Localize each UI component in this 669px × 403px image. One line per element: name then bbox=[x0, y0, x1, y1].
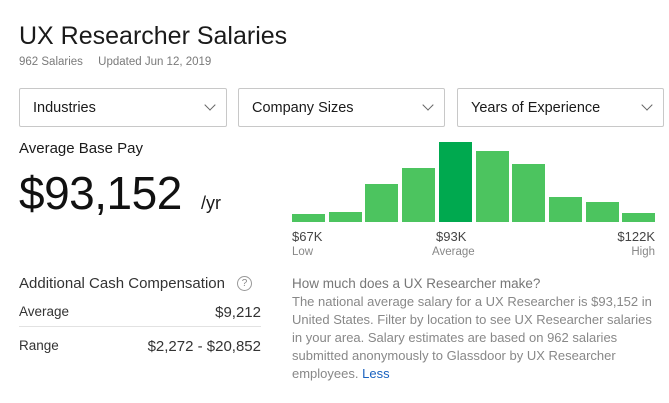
histogram-bar bbox=[585, 202, 619, 222]
tick-label-high: $122K bbox=[617, 229, 655, 244]
average-base-pay-label: Average Base Pay bbox=[19, 140, 143, 157]
tick-caption-high: High bbox=[631, 246, 655, 258]
histogram-bar bbox=[512, 164, 546, 222]
pay-unit: /yr bbox=[201, 193, 221, 213]
page-meta: 962 Salaries Updated Jun 12, 2019 bbox=[19, 56, 211, 68]
divider bbox=[19, 326, 261, 327]
range-label: Range bbox=[19, 338, 59, 353]
company-sizes-dropdown[interactable]: Company Sizes bbox=[238, 88, 445, 127]
range-value: $2,272 - $20,852 bbox=[147, 338, 261, 355]
additional-cash-average-row: Average $9,212 bbox=[19, 304, 261, 321]
chevron-down-icon bbox=[204, 99, 216, 111]
years-experience-dropdown[interactable]: Years of Experience bbox=[457, 88, 664, 127]
histogram-bar bbox=[365, 183, 399, 222]
additional-cash-range-row: Range $2,272 - $20,852 bbox=[19, 338, 261, 355]
histogram-bar bbox=[402, 167, 436, 222]
histogram-bar bbox=[622, 213, 656, 222]
description-body: The national average salary for a UX Res… bbox=[292, 294, 652, 381]
chevron-down-icon bbox=[641, 99, 653, 111]
industries-label: Industries bbox=[33, 99, 96, 116]
tick-caption-average: Average bbox=[432, 246, 475, 258]
average-label: Average bbox=[19, 304, 70, 319]
tick-caption-low: Low bbox=[292, 246, 314, 258]
histogram-bar bbox=[328, 211, 362, 222]
histogram-bar bbox=[548, 197, 582, 222]
average-base-pay-amount: $93,152 bbox=[19, 167, 182, 219]
histogram-bar-average bbox=[438, 142, 472, 222]
histogram-bar bbox=[475, 150, 509, 222]
less-link[interactable]: Less bbox=[362, 366, 390, 381]
help-icon[interactable]: ? bbox=[236, 276, 252, 291]
page-title: UX Researcher Salaries bbox=[19, 22, 288, 50]
salary-description: How much does a UX Researcher make? The … bbox=[292, 275, 657, 383]
description-question: How much does a UX Researcher make? bbox=[292, 276, 541, 291]
company-sizes-label: Company Sizes bbox=[252, 99, 354, 116]
years-experience-label: Years of Experience bbox=[471, 99, 601, 116]
tick-label-low: $67K bbox=[292, 229, 323, 244]
industries-dropdown[interactable]: Industries bbox=[19, 88, 227, 127]
tick-label-average: $93K bbox=[436, 229, 467, 244]
salary-histogram bbox=[292, 135, 656, 222]
salary-count: 962 Salaries bbox=[19, 56, 83, 68]
average-value: $9,212 bbox=[215, 304, 261, 321]
updated-date: Updated Jun 12, 2019 bbox=[98, 56, 212, 68]
additional-cash-heading: Additional Cash Compensation ? bbox=[19, 275, 252, 292]
additional-cash-label: Additional Cash Compensation bbox=[19, 275, 225, 292]
chevron-down-icon bbox=[422, 99, 434, 111]
histogram-bar bbox=[292, 214, 325, 222]
